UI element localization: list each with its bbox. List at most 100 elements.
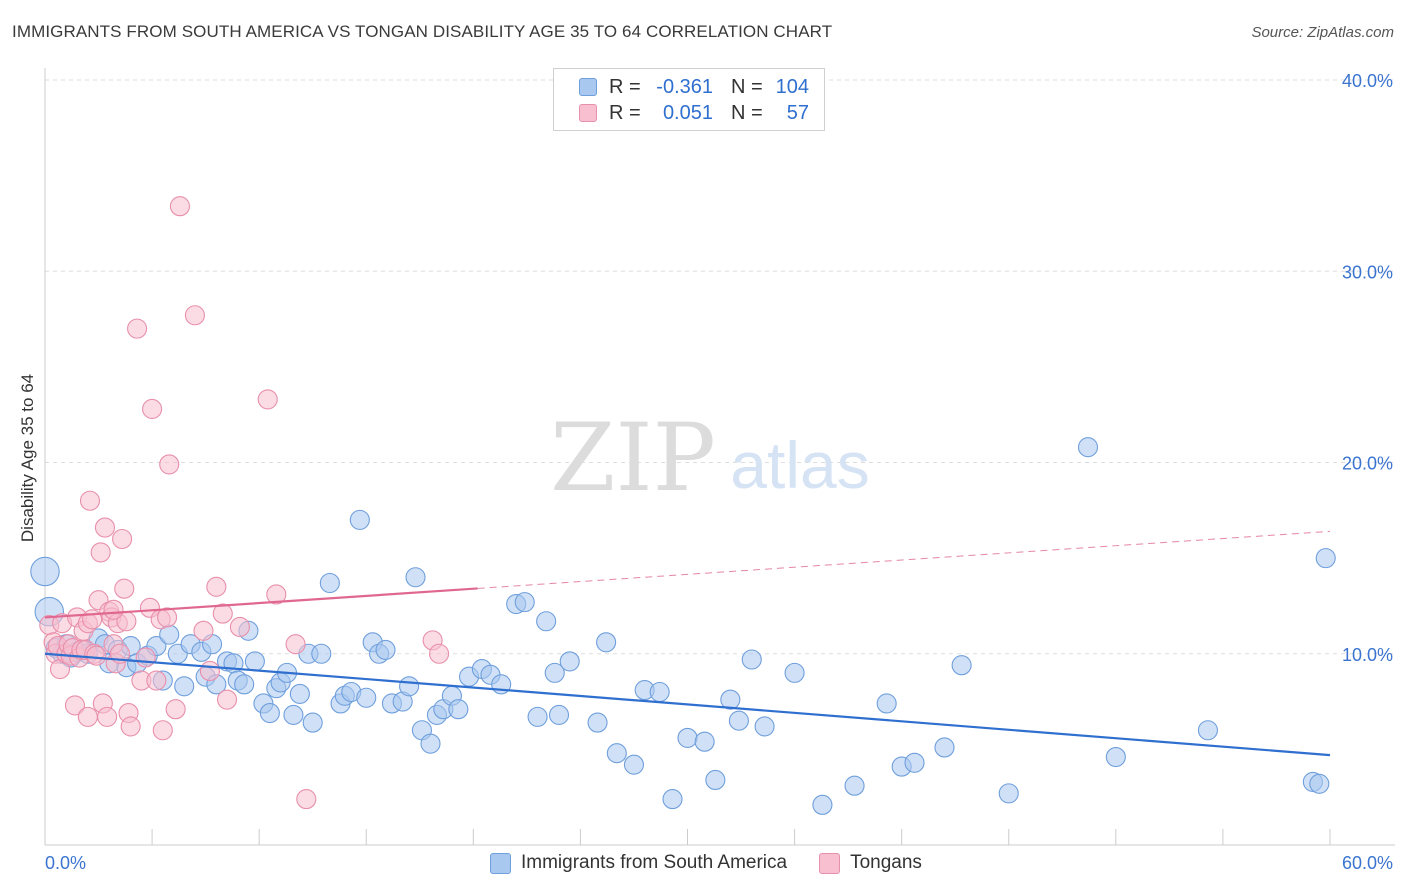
point-south-america xyxy=(349,509,370,530)
legend-r-value-blue: -0.361 xyxy=(656,75,713,98)
point-tongan xyxy=(120,716,141,737)
point-tongan xyxy=(169,196,190,217)
point-south-america xyxy=(527,706,548,727)
point-tongan xyxy=(152,720,173,741)
point-tongan xyxy=(77,706,98,727)
legend-swatch-blue xyxy=(579,78,597,96)
point-tongan xyxy=(216,689,238,710)
series-legend-item-blue[interactable]: Immigrants from South America xyxy=(490,852,787,874)
point-south-america xyxy=(234,674,255,695)
point-tongan xyxy=(114,578,135,599)
series-swatch-pink xyxy=(819,852,841,874)
legend-r-value-pink: 0.051 xyxy=(662,101,713,124)
point-south-america xyxy=(30,556,60,587)
series-legend: Immigrants from South America Tongans xyxy=(490,852,954,874)
point-south-america xyxy=(934,737,955,758)
point-tongan xyxy=(159,454,180,475)
point-south-america xyxy=(375,639,396,660)
point-south-america xyxy=(904,752,925,773)
watermark-atlas: atlas xyxy=(730,428,869,502)
point-tongan xyxy=(193,620,214,641)
point-south-america xyxy=(705,769,726,791)
legend-r-label: R = xyxy=(609,75,641,98)
point-tongan xyxy=(127,318,148,339)
point-south-america xyxy=(728,710,749,731)
point-tongan xyxy=(212,603,233,624)
point-south-america xyxy=(662,789,683,810)
point-south-america xyxy=(596,632,617,653)
point-south-america xyxy=(514,592,535,613)
point-tongan xyxy=(64,695,86,716)
point-south-america xyxy=(677,727,698,748)
point-tongan xyxy=(135,647,156,668)
point-south-america xyxy=(998,783,1019,804)
point-south-america xyxy=(311,643,332,664)
series-legend-item-pink[interactable]: Tongans xyxy=(819,852,922,874)
trend-line-pink xyxy=(44,587,478,619)
point-south-america xyxy=(420,733,441,754)
watermark: ZIP atlas xyxy=(550,404,870,513)
y-tick-label: 10.0% xyxy=(1342,645,1393,665)
x-tick-label: 0.0% xyxy=(45,853,86,873)
point-tongan xyxy=(82,609,103,630)
data-points xyxy=(30,196,1336,815)
point-south-america xyxy=(1197,720,1218,741)
grid xyxy=(45,79,1395,655)
point-tongan xyxy=(165,699,186,720)
legend-n-label: N = xyxy=(731,75,763,98)
point-south-america xyxy=(1105,746,1126,768)
point-tongan xyxy=(184,305,205,326)
watermark-zip: ZIP xyxy=(550,404,716,513)
legend-n-label: N = xyxy=(731,101,763,124)
point-tongan xyxy=(142,398,163,420)
legend-n-value-pink: 57 xyxy=(786,101,809,124)
point-tongan xyxy=(296,789,317,810)
point-south-america xyxy=(812,794,833,815)
point-south-america xyxy=(356,687,377,708)
point-tongan xyxy=(97,706,118,727)
legend-n-value-blue: 104 xyxy=(775,75,809,98)
point-tongan xyxy=(146,670,167,691)
point-south-america xyxy=(448,699,469,720)
point-tongan xyxy=(157,607,178,628)
point-south-america xyxy=(289,683,310,704)
point-south-america xyxy=(302,712,323,733)
point-south-america xyxy=(544,662,565,683)
point-tongan xyxy=(94,517,116,538)
point-south-america xyxy=(1077,437,1099,458)
tick-labels: 10.0% 20.0% 30.0% 40.0% 0.0% 60.0% xyxy=(45,71,1393,873)
point-south-america xyxy=(606,743,627,764)
point-tongan xyxy=(86,645,107,666)
point-south-america xyxy=(548,704,570,726)
point-tongan xyxy=(206,576,227,597)
point-tongan xyxy=(79,490,101,511)
point-tongan xyxy=(103,599,124,620)
point-south-america xyxy=(559,651,580,672)
stats-legend: R = -0.361 N = 104 R = 0.051 N = 57 xyxy=(553,68,825,131)
series-swatch-blue xyxy=(490,852,511,874)
legend-row-pink: R = 0.051 N = 57 xyxy=(579,101,809,125)
point-tongan xyxy=(285,634,306,655)
point-south-america xyxy=(623,754,645,775)
point-tongan xyxy=(266,584,287,605)
y-tick-label: 40.0% xyxy=(1342,71,1393,91)
source-label: Source: ZipAtlas.com xyxy=(1251,24,1394,41)
point-south-america xyxy=(720,689,741,710)
point-south-america xyxy=(283,704,304,726)
point-south-america xyxy=(741,649,762,670)
point-south-america xyxy=(405,567,426,588)
legend-r-label: R = xyxy=(609,101,641,124)
legend-row-blue: R = -0.361 N = 104 xyxy=(579,75,809,99)
chart-title: IMMIGRANTS FROM SOUTH AMERICA VS TONGAN … xyxy=(12,22,833,41)
point-south-america xyxy=(174,676,195,697)
trend-line-pink-dashed xyxy=(477,530,1331,589)
point-tongan xyxy=(112,528,133,550)
point-south-america xyxy=(1309,773,1330,794)
point-south-america xyxy=(844,775,865,796)
point-south-america xyxy=(319,572,340,594)
point-south-america xyxy=(784,662,805,683)
point-tongan xyxy=(257,389,278,410)
point-south-america xyxy=(649,681,670,703)
point-south-america xyxy=(259,702,280,724)
